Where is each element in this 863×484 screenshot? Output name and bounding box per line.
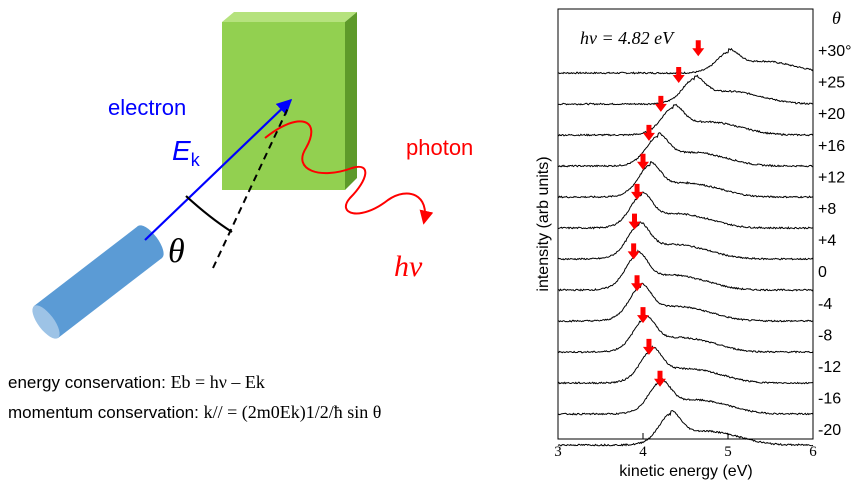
spectrum-line bbox=[557, 103, 814, 137]
angle-label: -20 bbox=[818, 422, 841, 439]
x-tick-label-3: 3 bbox=[554, 444, 562, 460]
spectrum-line bbox=[557, 221, 814, 261]
spectra bbox=[557, 47, 814, 447]
angle-label: +8 bbox=[818, 201, 836, 218]
surface-normal bbox=[212, 107, 289, 269]
angle-label: -4 bbox=[818, 296, 832, 313]
peak-arrow bbox=[642, 124, 655, 141]
peak-arrow bbox=[672, 67, 685, 84]
kinetic-energy-label: Ek bbox=[172, 135, 201, 170]
x-tick-label-5: 5 bbox=[724, 444, 732, 460]
angle-label: -12 bbox=[818, 359, 841, 376]
angle-label: -8 bbox=[818, 327, 832, 344]
peak-arrow bbox=[628, 213, 641, 230]
spectrum-line bbox=[557, 410, 814, 447]
spectrum-line bbox=[557, 47, 814, 75]
photon-energy-annotation: hν = 4.82 eV bbox=[580, 28, 675, 48]
photon-wave bbox=[264, 120, 434, 225]
spectrum-line bbox=[557, 249, 814, 292]
electron-label: electron bbox=[108, 95, 186, 120]
sample-block-side bbox=[345, 12, 357, 190]
momentum-equation-formula: k// = (2m0Ek)1/2/ħ sin θ bbox=[203, 402, 382, 422]
energy-equation: energy conservation: Eb = hν – Ek bbox=[8, 372, 265, 393]
angle-label: -16 bbox=[818, 391, 841, 408]
energy-equation-label: energy conservation: bbox=[8, 373, 166, 392]
spectrum-line bbox=[557, 161, 814, 199]
angle-label: +30° bbox=[818, 43, 852, 60]
hnu-label: hν bbox=[394, 250, 423, 283]
x-axis-label: kinetic energy (eV) bbox=[619, 463, 752, 480]
peak-arrow bbox=[631, 183, 644, 200]
peak-arrow bbox=[637, 307, 649, 324]
spectrum-line bbox=[557, 378, 814, 416]
theta-label: θ bbox=[168, 233, 185, 270]
angle-label: +4 bbox=[818, 233, 836, 250]
spectrum-line bbox=[557, 314, 814, 354]
angle-labels: +30° +25 +20 +16 +12 +8 +4 0 -4 -8 -12 -16 -20 bbox=[818, 43, 852, 439]
spectrum-line bbox=[557, 74, 814, 106]
angle-label: +25 bbox=[818, 75, 845, 92]
plot-frame bbox=[557, 8, 814, 440]
x-ticks: 3 4 5 6 bbox=[554, 433, 817, 460]
spectrum-line bbox=[557, 345, 814, 385]
spectrum-line bbox=[557, 191, 814, 230]
peak-arrow bbox=[654, 370, 666, 387]
peak-arrow bbox=[654, 95, 667, 112]
y-axis-label: intensity (arb units) bbox=[535, 156, 552, 291]
peak-arrow bbox=[692, 40, 705, 57]
angle-label: 0 bbox=[818, 264, 827, 281]
peak-arrow bbox=[631, 275, 644, 292]
schematic: electron Ek photon hν θ bbox=[32, 12, 473, 339]
angle-label: +20 bbox=[818, 106, 845, 123]
spectrum-line bbox=[557, 132, 814, 168]
angle-header: θ bbox=[832, 8, 841, 28]
sample-block-top bbox=[222, 12, 357, 22]
electron-path bbox=[144, 98, 293, 241]
x-tick-label-4: 4 bbox=[639, 444, 647, 460]
photon-label: photon bbox=[406, 135, 473, 160]
momentum-equation: momentum conservation: k// = (2m0Ek)1/2/… bbox=[8, 402, 381, 423]
peak-arrow bbox=[627, 243, 640, 260]
peak-arrows bbox=[627, 40, 705, 387]
angle-label: +16 bbox=[818, 138, 845, 155]
angle-arc bbox=[185, 195, 233, 233]
x-tick-label-6: 6 bbox=[809, 444, 817, 460]
energy-equation-formula: Eb = hν – Ek bbox=[170, 372, 265, 392]
peak-arrow bbox=[642, 338, 655, 355]
momentum-equation-label: momentum conservation: bbox=[8, 403, 199, 422]
peak-arrow bbox=[637, 153, 649, 170]
angle-label: +12 bbox=[818, 169, 845, 186]
electron-analyzer bbox=[32, 225, 164, 339]
spectrum-line bbox=[557, 282, 814, 323]
